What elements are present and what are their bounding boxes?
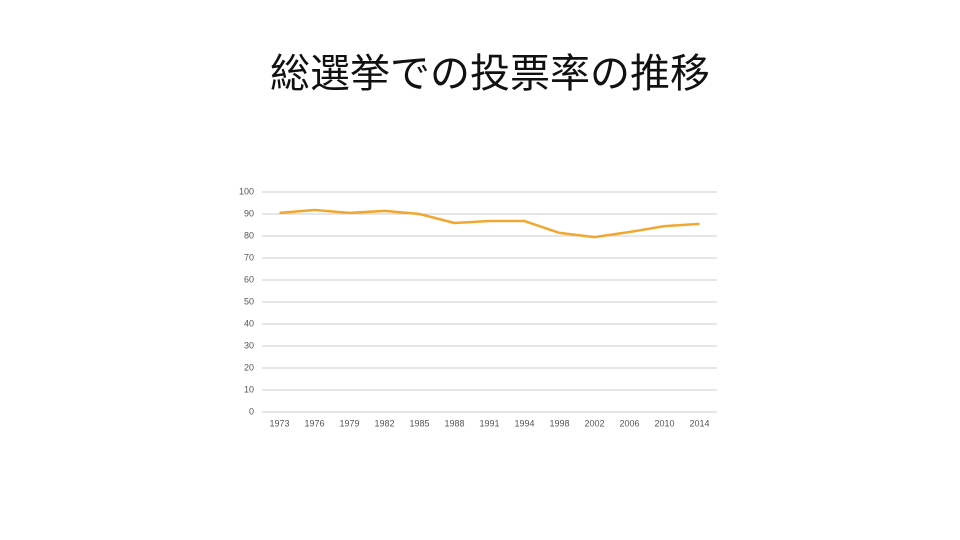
y-tick-label: 40	[244, 318, 254, 328]
x-tick-label: 1988	[444, 418, 464, 428]
y-tick-label: 80	[244, 230, 254, 240]
y-tick-label: 100	[239, 186, 254, 196]
line	[279, 208, 700, 239]
y-tick-label: 50	[244, 296, 254, 306]
chart-title: 総選挙での投票率の推移	[270, 51, 710, 97]
x-tick-label: 1982	[374, 418, 394, 428]
x-tick-label: 1973	[269, 418, 289, 428]
x-tick-label: 2014	[689, 418, 709, 428]
y-tick-label: 60	[244, 274, 254, 284]
x-tick-label: 2010	[654, 418, 674, 428]
y-tick-label: 10	[244, 384, 254, 394]
x-tick-label: 2002	[584, 418, 604, 428]
x-tick-label: 1994	[514, 418, 534, 428]
x-tick-label: 1979	[339, 418, 359, 428]
y-tick-label: 90	[244, 208, 254, 218]
y-tick-label: 30	[244, 340, 254, 350]
y-tick-label: 0	[249, 406, 254, 416]
y-tick-label: 70	[244, 252, 254, 262]
y-tick-label: 20	[244, 362, 254, 372]
x-tick-label: 1976	[304, 418, 324, 428]
x-tick-label: 1998	[549, 418, 569, 428]
x-tick-label: 1991	[479, 418, 499, 428]
x-tick-label: 2006	[619, 418, 639, 428]
x-tick-label: 1985	[409, 418, 429, 428]
